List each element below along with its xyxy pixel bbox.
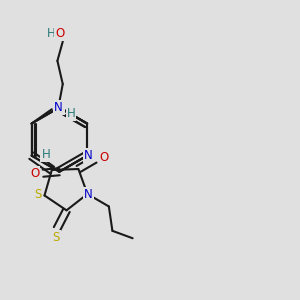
Text: N: N <box>84 188 93 201</box>
Text: H: H <box>41 148 50 161</box>
Text: O: O <box>55 27 64 40</box>
Text: S: S <box>34 188 42 201</box>
Text: O: O <box>99 151 108 164</box>
Text: S: S <box>52 231 60 244</box>
Text: N: N <box>55 101 64 114</box>
Text: O: O <box>30 167 39 180</box>
Text: H: H <box>67 107 76 120</box>
Text: N: N <box>54 101 63 114</box>
Text: H: H <box>47 27 56 40</box>
Text: N: N <box>84 149 93 162</box>
